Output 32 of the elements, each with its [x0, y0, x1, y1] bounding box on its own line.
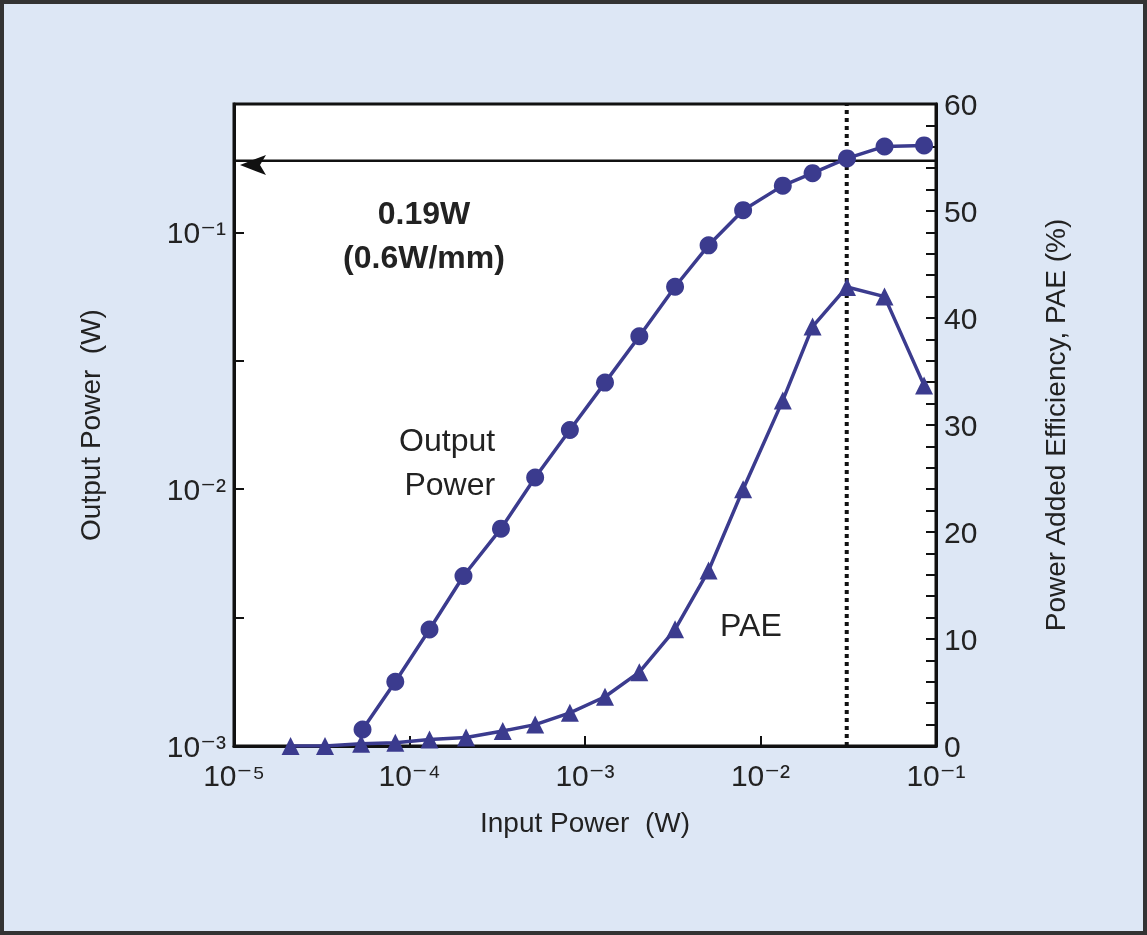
x-tick-label: 10⁻²	[730, 758, 791, 792]
y2-tick-label: 60	[944, 87, 978, 121]
point	[699, 236, 718, 255]
point	[353, 720, 372, 739]
point	[491, 519, 510, 538]
y-tick-label: 10⁻¹	[166, 215, 226, 249]
point	[630, 327, 649, 346]
point	[734, 201, 753, 220]
series-label: Output Power	[399, 421, 496, 502]
point	[420, 620, 439, 639]
series-label: PAE	[720, 607, 782, 644]
x-axis-title: Input Power (W)	[479, 806, 691, 838]
y-tick-label: 10⁻²	[166, 472, 226, 506]
y2-tick-label: 40	[944, 301, 978, 335]
point	[596, 373, 614, 392]
point	[666, 277, 685, 296]
point	[454, 567, 473, 586]
y2-tick-label: 20	[944, 515, 978, 549]
y2-tick-label: 30	[944, 408, 978, 442]
annotation: 0.19W (0.6W/mm)	[343, 194, 505, 275]
point	[526, 468, 545, 487]
y2-axis-title: Power Added Efficiency, PAE (%)	[1039, 218, 1071, 632]
point	[386, 672, 405, 691]
y2-tick-label: 10	[944, 622, 978, 656]
point	[875, 137, 894, 156]
y2-tick-label: 50	[944, 194, 978, 228]
x-tick-label: 10⁻⁴	[378, 758, 441, 792]
point	[838, 149, 856, 168]
x-tick-label: 10⁻³	[555, 758, 615, 792]
y-axis-title: Output Power (W)	[74, 309, 106, 541]
point	[560, 420, 579, 439]
point	[803, 164, 822, 183]
